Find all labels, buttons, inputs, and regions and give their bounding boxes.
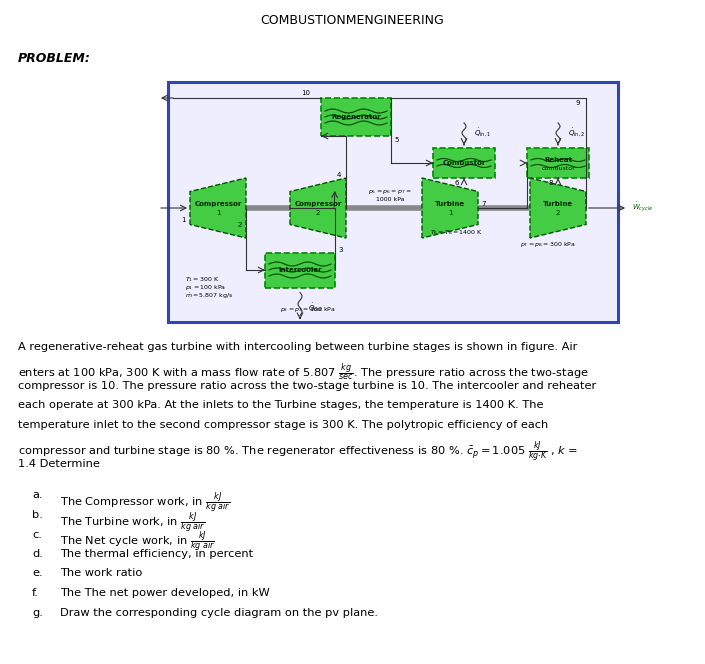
Text: $p_5=p_6=p_7=$
1000 kPa: $p_5=p_6=p_7=$ 1000 kPa bbox=[368, 188, 412, 202]
Text: Draw the corresponding cycle diagram on the pv plane.: Draw the corresponding cycle diagram on … bbox=[60, 608, 378, 618]
Text: $p_2 = p_3 = 300$ kPa: $p_2 = p_3 = 300$ kPa bbox=[280, 305, 336, 314]
Text: $p_7 = p_8 = 300$ kPa: $p_7 = p_8 = 300$ kPa bbox=[520, 240, 576, 249]
Text: 4: 4 bbox=[337, 172, 341, 178]
Text: The work ratio: The work ratio bbox=[60, 568, 142, 578]
Text: A regenerative-reheat gas turbine with intercooling between turbine stages is sh: A regenerative-reheat gas turbine with i… bbox=[18, 342, 577, 352]
Text: 3: 3 bbox=[338, 247, 343, 253]
Text: temperature inlet to the second compressor stage is 300 K. The polytropic effici: temperature inlet to the second compress… bbox=[18, 420, 548, 430]
Text: 8: 8 bbox=[548, 180, 553, 186]
Text: e.: e. bbox=[32, 568, 42, 578]
Text: The thermal efficiency, in percent: The thermal efficiency, in percent bbox=[60, 549, 253, 559]
Text: The Compressor work, in $\frac{kJ}{kg\ air}$: The Compressor work, in $\frac{kJ}{kg\ a… bbox=[60, 491, 231, 516]
Polygon shape bbox=[290, 178, 346, 238]
Text: 6: 6 bbox=[455, 180, 459, 186]
Text: $\dot{Q}_{in,1}$: $\dot{Q}_{in,1}$ bbox=[474, 127, 491, 139]
Text: a.: a. bbox=[32, 491, 42, 501]
Text: PROBLEM:: PROBLEM: bbox=[18, 52, 91, 65]
Text: each operate at 300 kPa. At the inlets to the Turbine stages, the temperature is: each operate at 300 kPa. At the inlets t… bbox=[18, 400, 544, 410]
Text: compressor and turbine stage is 80 %. The regenerator effectiveness is 80 %. $\b: compressor and turbine stage is 80 %. Th… bbox=[18, 440, 578, 465]
Text: The Turbine work, in $\frac{kJ}{kg\ air}$: The Turbine work, in $\frac{kJ}{kg\ air}… bbox=[60, 510, 206, 536]
Polygon shape bbox=[190, 178, 246, 238]
Text: $\dot{Q}_{out}$: $\dot{Q}_{out}$ bbox=[308, 301, 324, 314]
Text: enters at 100 kPa, 300 K with a mass flow rate of 5.807 $\frac{kg}{sec}$. The pr: enters at 100 kPa, 300 K with a mass flo… bbox=[18, 361, 589, 383]
Text: Turbine: Turbine bbox=[543, 201, 573, 207]
Text: Combustor: Combustor bbox=[442, 160, 486, 166]
Text: Turbine: Turbine bbox=[435, 201, 465, 207]
Text: Intercooler: Intercooler bbox=[278, 267, 321, 273]
Text: f.: f. bbox=[32, 588, 39, 598]
Text: 9: 9 bbox=[576, 100, 580, 106]
Text: Compressor: Compressor bbox=[294, 201, 342, 207]
Text: g.: g. bbox=[32, 608, 43, 618]
Text: 1: 1 bbox=[448, 210, 452, 216]
Text: $T_6 = T_8 = 1400$ K: $T_6 = T_8 = 1400$ K bbox=[430, 228, 483, 237]
Text: 7: 7 bbox=[482, 201, 486, 207]
Text: 2: 2 bbox=[556, 210, 560, 216]
Text: $\dot{Q}_{in,2}$: $\dot{Q}_{in,2}$ bbox=[568, 127, 585, 139]
Text: compressor is 10. The pressure ratio across the two-stage turbine is 10. The int: compressor is 10. The pressure ratio acr… bbox=[18, 381, 596, 391]
Text: d.: d. bbox=[32, 549, 43, 559]
Bar bbox=[527, 148, 589, 178]
Text: c.: c. bbox=[32, 529, 42, 539]
Bar bbox=[321, 98, 391, 136]
Polygon shape bbox=[422, 178, 478, 238]
Text: combustor: combustor bbox=[541, 165, 575, 171]
Text: 1.4 Determine: 1.4 Determine bbox=[18, 459, 100, 469]
Text: 2: 2 bbox=[238, 222, 243, 228]
Text: The Net cycle work, in $\frac{kJ}{kg\ air}$: The Net cycle work, in $\frac{kJ}{kg\ ai… bbox=[60, 529, 215, 555]
Text: 1: 1 bbox=[216, 210, 220, 216]
Text: $T_1 = 300$ K: $T_1 = 300$ K bbox=[185, 275, 219, 284]
Bar bbox=[168, 82, 618, 322]
Text: $p_1 = 100$ kPa: $p_1 = 100$ kPa bbox=[185, 283, 226, 292]
Bar bbox=[265, 252, 335, 288]
Text: b.: b. bbox=[32, 510, 43, 520]
Text: 1: 1 bbox=[180, 217, 185, 223]
Polygon shape bbox=[530, 178, 586, 238]
Text: Reheat: Reheat bbox=[544, 157, 572, 163]
Text: Compressor: Compressor bbox=[195, 201, 242, 207]
Text: COMBUSTIONMENGINEERING: COMBUSTIONMENGINEERING bbox=[260, 14, 444, 27]
Text: $\dot{m} = 5.807$ kg/s: $\dot{m} = 5.807$ kg/s bbox=[185, 291, 233, 301]
Text: 5: 5 bbox=[395, 137, 399, 143]
Text: Regenerator: Regenerator bbox=[331, 114, 381, 120]
Text: 2: 2 bbox=[316, 210, 320, 216]
Text: 10: 10 bbox=[302, 90, 310, 96]
Text: $\dot{W}_{cycle}$: $\dot{W}_{cycle}$ bbox=[632, 201, 654, 215]
Bar bbox=[433, 148, 495, 178]
Text: The The net power developed, in kW: The The net power developed, in kW bbox=[60, 588, 270, 598]
